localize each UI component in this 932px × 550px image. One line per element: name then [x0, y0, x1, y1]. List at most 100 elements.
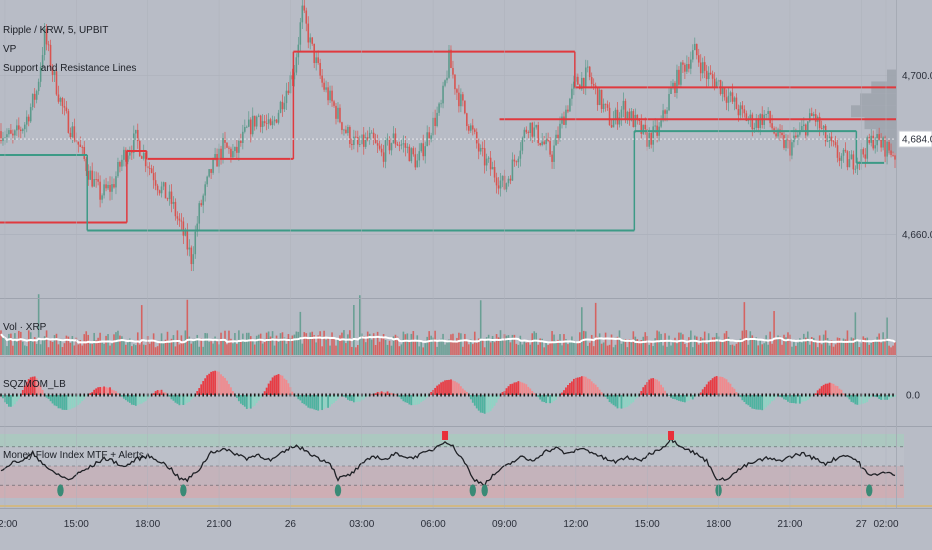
momentum-bar — [202, 381, 205, 395]
momentum-bar — [701, 389, 704, 395]
volume-bar — [41, 339, 44, 355]
squeeze-dot — [781, 393, 783, 397]
volume-bar — [561, 345, 563, 355]
volume-pane[interactable] — [0, 294, 896, 355]
squeeze-dot — [436, 393, 438, 397]
volume-bar — [170, 338, 173, 355]
momentum-bar — [489, 395, 492, 412]
squeeze-dot — [115, 393, 117, 397]
squeeze-dot — [253, 393, 256, 397]
squeeze-dot — [12, 393, 14, 397]
candle-body — [477, 143, 480, 152]
candle-body — [509, 178, 512, 181]
momentum-bar — [317, 395, 320, 411]
volume-bar — [584, 331, 587, 355]
momentum-bar — [313, 395, 316, 410]
momentum-bar — [656, 379, 659, 395]
candle-body — [709, 72, 712, 75]
momentum-bar — [257, 395, 260, 401]
squeeze-dot — [579, 393, 581, 397]
candle-body — [652, 126, 654, 145]
candle-body — [357, 137, 359, 145]
volume-bar — [581, 307, 583, 355]
volume-bar — [644, 332, 647, 355]
volume-bar — [638, 341, 641, 355]
volume-bar — [253, 344, 256, 355]
candle-body — [559, 123, 561, 139]
candle-body — [414, 154, 417, 168]
momentum-bar — [513, 382, 516, 395]
candle-body — [535, 125, 538, 128]
volume-bar — [517, 344, 520, 355]
volume-profile-bar — [860, 93, 896, 106]
candle-body — [785, 139, 787, 148]
candle-body — [67, 111, 70, 133]
volume-bar — [670, 345, 672, 355]
volume-bar — [67, 336, 70, 355]
candle-body — [517, 158, 520, 163]
vp-legend[interactable]: VP — [3, 44, 17, 55]
volume-bar — [370, 339, 373, 355]
symbol-legend[interactable]: Ripple / KRW, 5, UPBIT — [3, 25, 108, 36]
volume-bar — [735, 343, 738, 355]
momentum-bar — [834, 385, 837, 395]
candle-body — [228, 147, 230, 149]
candle-body — [45, 28, 48, 45]
momentum-bar — [247, 395, 250, 409]
candle-body — [487, 157, 490, 159]
candle-body — [412, 148, 415, 155]
candle-body — [547, 138, 549, 141]
candle-body — [226, 142, 228, 148]
volume-bar — [400, 344, 403, 355]
candle-body — [47, 44, 50, 46]
volume-bar — [466, 340, 468, 355]
candle-body — [144, 152, 147, 167]
squeeze-dot — [265, 393, 268, 397]
volume-bar — [396, 336, 399, 355]
candle-body — [584, 67, 587, 88]
volume-legend[interactable]: Vol · XRP — [3, 322, 47, 333]
candle-body — [624, 100, 627, 119]
volume-bar — [101, 342, 103, 355]
momentum-bar — [81, 395, 84, 402]
volume-bar — [311, 331, 314, 355]
candle-body — [172, 201, 175, 204]
volume-bar — [440, 338, 442, 355]
candle-body — [319, 62, 321, 76]
squeeze-dot — [412, 393, 415, 397]
candle-body — [353, 136, 355, 146]
volume-bar — [830, 340, 833, 355]
momentum-bar — [206, 375, 209, 395]
candle-body — [362, 134, 365, 147]
volume-bar — [477, 338, 480, 355]
volume-bar — [438, 340, 440, 355]
momentum-bar — [8, 395, 10, 407]
momentum-bar — [590, 381, 593, 395]
volume-bar — [771, 343, 773, 355]
momentum-legend[interactable]: SQZMOM_LB — [3, 379, 66, 390]
squeeze-dot — [753, 393, 756, 397]
mfi-pane[interactable] — [0, 431, 932, 507]
volume-bar — [156, 346, 159, 355]
momentum-bar — [2, 395, 4, 399]
momentum-bar — [624, 395, 627, 408]
candle-body — [43, 28, 46, 55]
momentum-bar — [483, 395, 486, 414]
sr-lines-legend[interactable]: Support and Resistance Lines — [3, 63, 136, 74]
mfi-legend[interactable]: Money Flow Index MTF + Alerts — [3, 450, 144, 461]
candle-body — [49, 44, 52, 68]
candle-body — [238, 140, 240, 153]
squeeze-dot — [83, 393, 86, 397]
volume-bar — [454, 341, 456, 355]
momentum-bar — [505, 388, 508, 395]
candle-body — [208, 169, 210, 177]
time-tick-label: 02:00 — [873, 519, 898, 530]
momentum-bar — [184, 395, 187, 405]
candle-body — [771, 123, 773, 129]
squeeze-dot — [598, 393, 601, 397]
squeeze-dot — [812, 393, 815, 397]
volume-bar — [521, 344, 524, 355]
momentum-bar — [719, 376, 722, 395]
